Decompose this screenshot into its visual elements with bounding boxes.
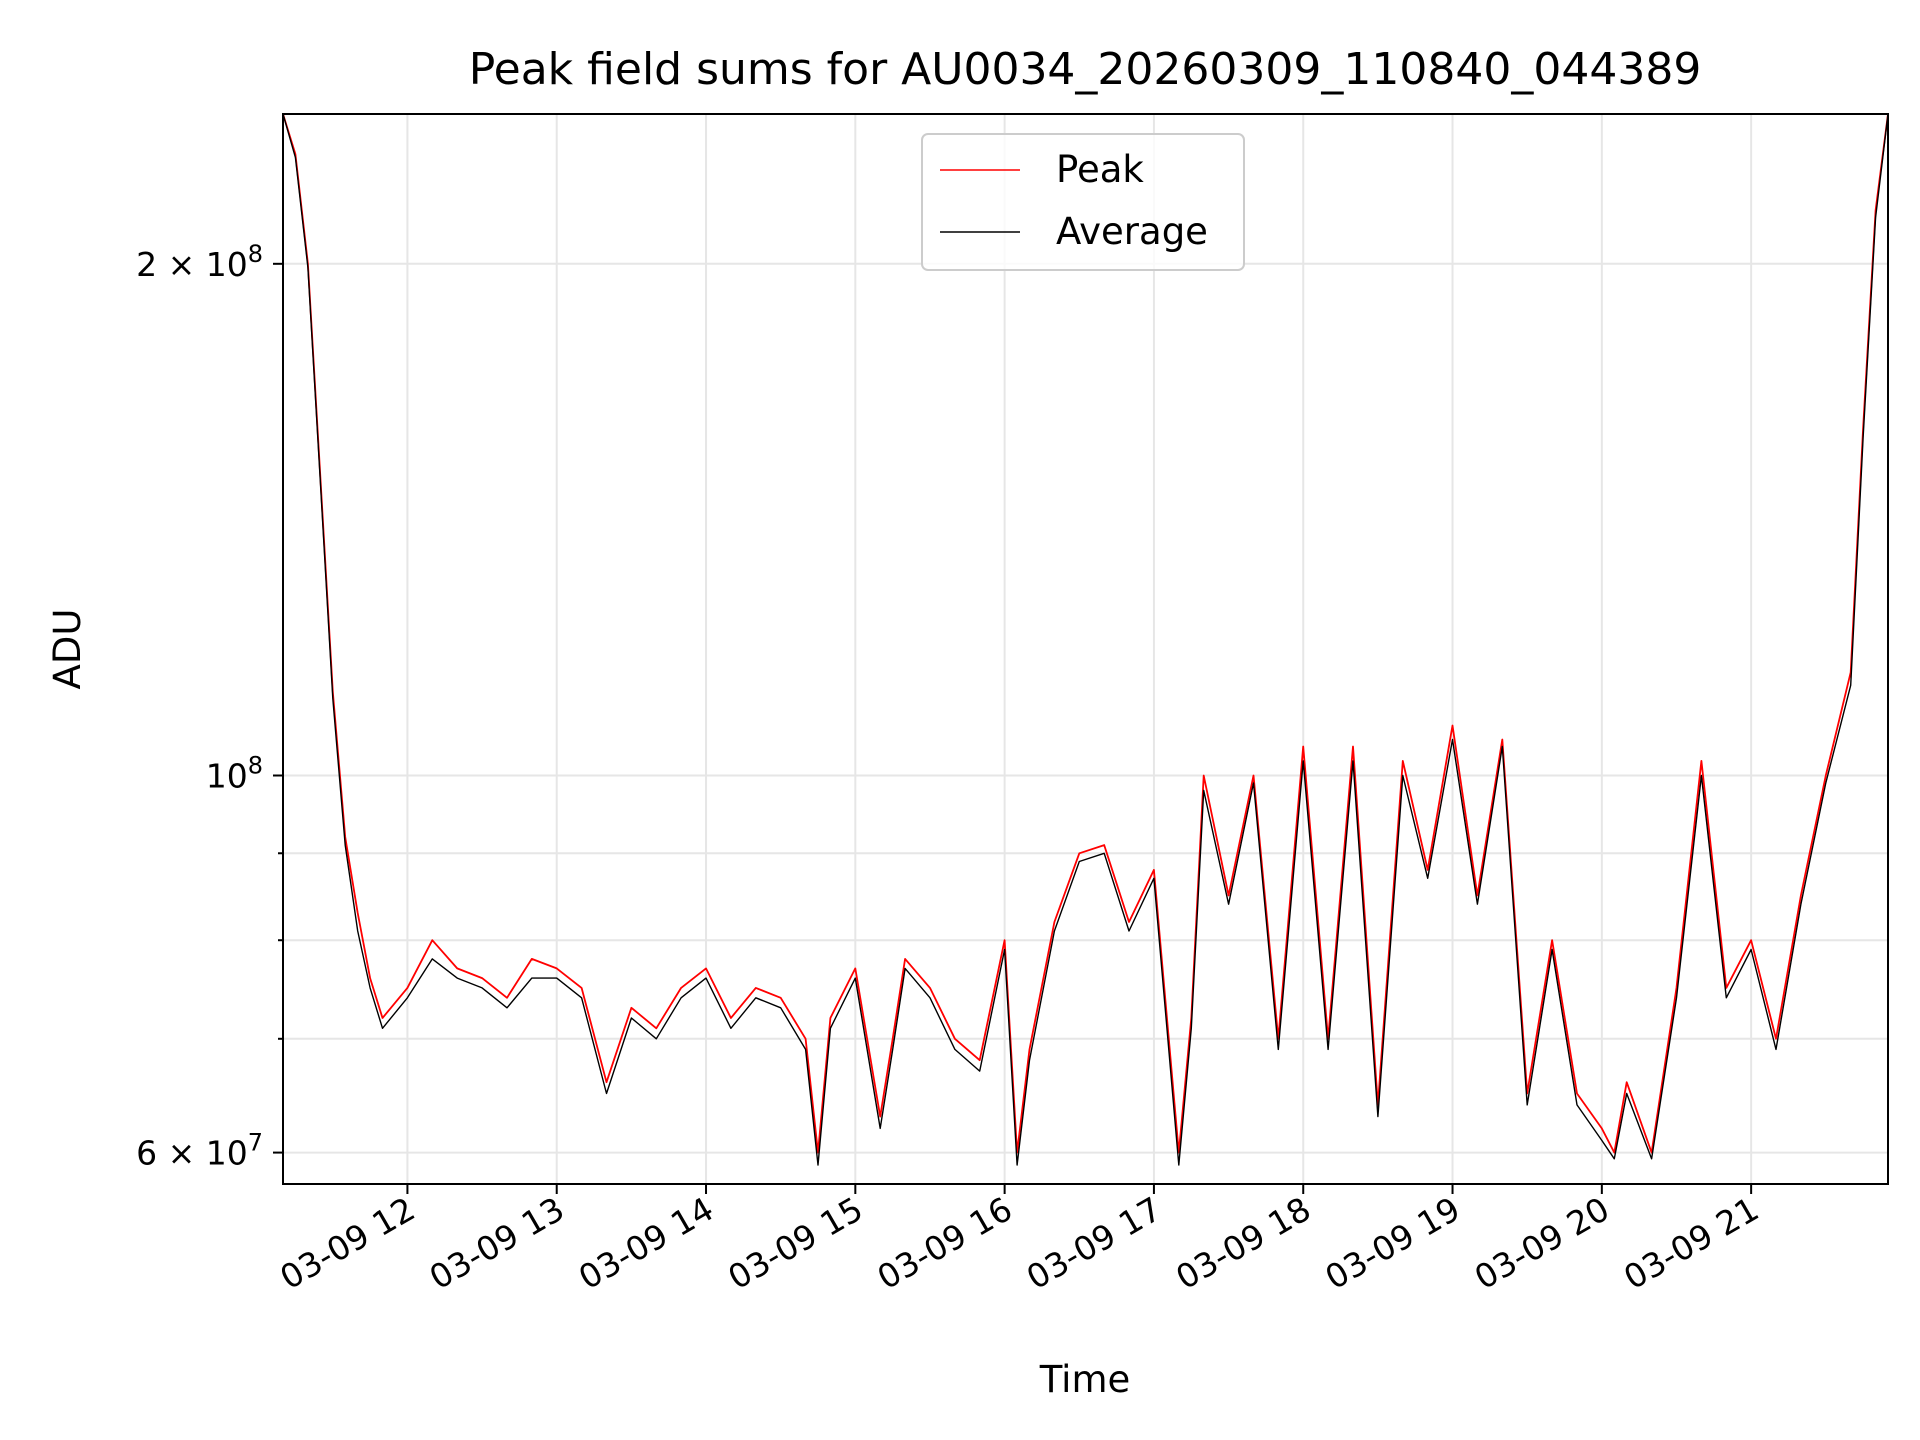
y-tick-label: 2 × 108 <box>136 240 263 284</box>
legend-box <box>921 133 1245 271</box>
series-line-peak <box>282 113 1889 1154</box>
plot-frame <box>282 113 1889 1185</box>
series-line-average <box>282 113 1889 1166</box>
chart-title: Peak field sums for AU0034_20260309_1108… <box>469 44 1702 95</box>
y-axis: 6 × 107 108 2 × 108 <box>136 240 283 1173</box>
x-axis-label: Time <box>1039 1358 1131 1401</box>
legend-label-peak: Peak <box>1056 148 1144 191</box>
legend: Peak Average <box>921 133 1245 271</box>
legend-label-average: Average <box>1056 210 1208 253</box>
y-tick-label: 6 × 107 <box>136 1129 263 1173</box>
y-axis-label: ADU <box>46 609 89 690</box>
series-layer <box>282 113 1889 1166</box>
y-tick-label: 108 <box>206 751 263 795</box>
